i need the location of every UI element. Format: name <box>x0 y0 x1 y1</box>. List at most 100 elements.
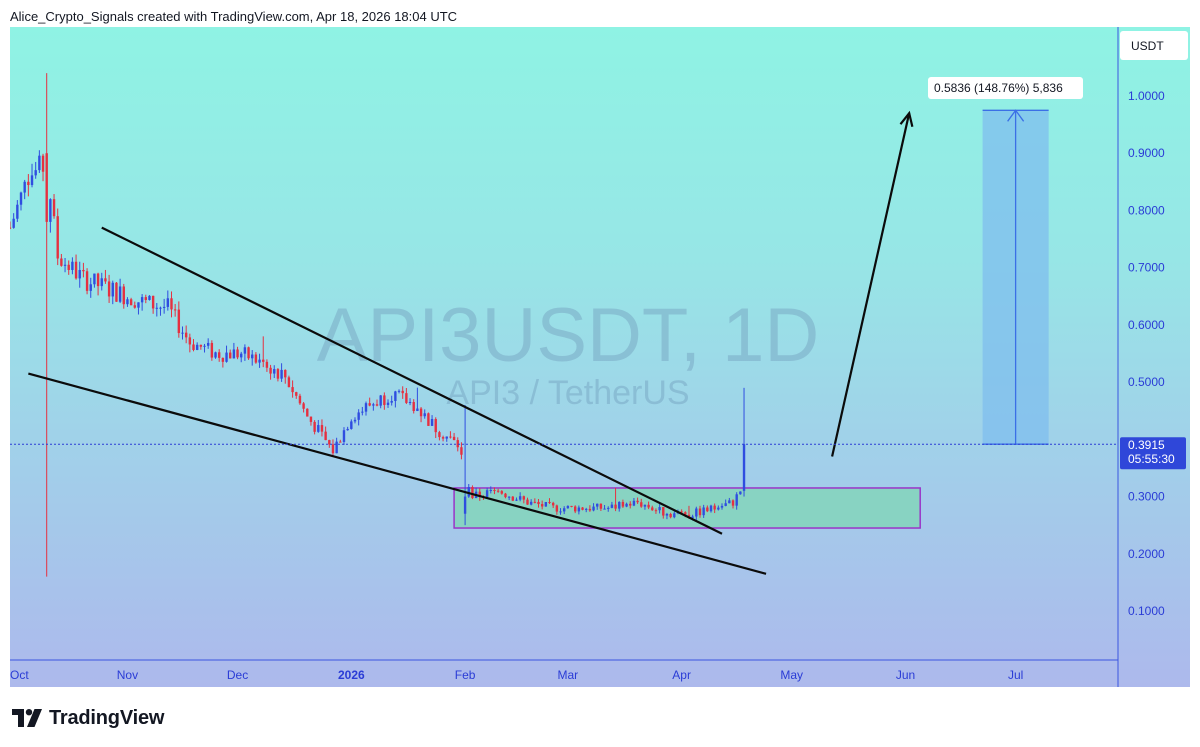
candle-body <box>742 444 746 491</box>
candle-body <box>41 155 45 172</box>
candle-body <box>397 390 401 392</box>
candle-body <box>85 271 89 291</box>
candle-body <box>159 307 162 309</box>
tradingview-brand: TradingView <box>49 706 165 729</box>
candle-body <box>507 496 511 498</box>
candle-body <box>695 508 698 517</box>
price-tick-label: 0.5000 <box>1128 375 1165 389</box>
candle-body <box>526 499 529 505</box>
projection-arrow-shaft <box>831 112 911 457</box>
candle-body <box>452 436 456 441</box>
candle-body <box>632 500 636 506</box>
candle-body <box>489 490 492 492</box>
candle-body <box>485 490 489 497</box>
candle-body <box>82 269 85 272</box>
candle-body <box>383 395 386 405</box>
candle-body <box>577 507 581 512</box>
time-tick-label: Feb <box>455 668 476 682</box>
time-tick-label: May <box>780 668 803 682</box>
candle-body <box>357 412 360 420</box>
candle-body <box>148 295 151 300</box>
candle-body <box>662 507 665 516</box>
candle-body <box>320 425 324 432</box>
candle-body <box>129 299 133 306</box>
candle-body <box>596 503 599 507</box>
chart-panel[interactable]: API3USDT, 1D API3 / TetherUS USDT 1.0000… <box>10 27 1190 687</box>
candle-body <box>339 441 342 443</box>
candle-body <box>251 354 254 359</box>
candle-body <box>640 502 643 507</box>
candle-body <box>588 508 592 511</box>
candle-body <box>12 218 15 228</box>
candle-body <box>636 500 639 503</box>
candle-body <box>408 402 412 404</box>
candle-body <box>562 508 566 512</box>
time-axis[interactable]: Oct Nov Dec 2026 Feb Mar Apr May Jun Jul <box>10 668 1023 682</box>
candle-body <box>177 309 181 334</box>
candle-body <box>504 493 507 498</box>
candle-body <box>463 496 467 514</box>
candle-body <box>493 490 496 492</box>
watermark-description: API3 / TetherUS <box>446 374 689 412</box>
candle-body <box>471 487 474 499</box>
candle-body <box>56 216 59 259</box>
candle-body <box>467 487 470 497</box>
candle-body <box>555 505 559 512</box>
candle-body <box>614 504 617 509</box>
price-tick-label: 0.3000 <box>1128 490 1165 504</box>
candle-body <box>236 349 239 358</box>
price-axis[interactable]: 1.0000 0.9000 0.8000 0.7000 0.6000 0.5000 0.30… <box>1128 89 1165 618</box>
candle-body <box>100 278 103 287</box>
candle-body <box>669 513 672 518</box>
candle-body <box>265 361 269 368</box>
candle-body <box>540 504 544 507</box>
candle-body <box>496 490 500 492</box>
candle-body <box>188 337 192 345</box>
candle-body <box>419 408 423 417</box>
currency-label: USDT <box>1131 39 1164 53</box>
candle-body <box>401 390 404 394</box>
candle-body <box>390 400 393 403</box>
candle-body <box>291 387 294 393</box>
candle-body <box>361 411 364 413</box>
candle-body <box>529 501 533 505</box>
candle-body <box>229 352 232 359</box>
candle-body <box>544 502 548 507</box>
measure-label-box <box>928 77 1083 99</box>
candle-body <box>456 440 459 448</box>
candle-body <box>173 309 177 311</box>
price-tick-label: 0.1000 <box>1128 604 1165 618</box>
candle-body <box>155 307 159 309</box>
candle-body <box>621 501 625 507</box>
candle-body <box>709 505 713 512</box>
candle-body <box>603 508 606 510</box>
candle-body <box>126 299 129 305</box>
candle-body <box>559 511 562 513</box>
time-tick-label: Jul <box>1008 668 1023 682</box>
time-tick-label: Jun <box>896 668 915 682</box>
candle-body <box>533 501 537 503</box>
candle-body <box>702 507 705 516</box>
price-tick-label: 0.9000 <box>1128 146 1165 160</box>
candle-body <box>607 507 610 509</box>
candle-body <box>537 501 540 505</box>
candle-body <box>423 413 426 417</box>
tradingview-logo-icon <box>12 709 42 727</box>
candle-body <box>298 395 302 404</box>
tradingview-logo[interactable]: TradingView <box>12 704 164 732</box>
price-tick-label: 1.0000 <box>1128 89 1165 103</box>
candle-body <box>240 353 243 358</box>
currency-label-box <box>1120 31 1188 60</box>
measure-label: 0.5836 (148.76%) 5,836 <box>934 81 1063 95</box>
candle-body <box>720 505 724 508</box>
candle-body <box>511 496 515 501</box>
candle-body <box>353 419 357 422</box>
chart-attribution: Alice_Crypto_Signals created with Tradin… <box>10 9 458 24</box>
candle-body <box>195 344 199 350</box>
candle-body <box>416 408 419 412</box>
candle-body <box>49 199 52 222</box>
price-chart[interactable]: API3USDT, 1D API3 / TetherUS USDT 1.0000… <box>10 27 1190 687</box>
candle-body <box>731 500 735 506</box>
candle-body <box>405 393 408 403</box>
candle-body <box>643 504 647 507</box>
